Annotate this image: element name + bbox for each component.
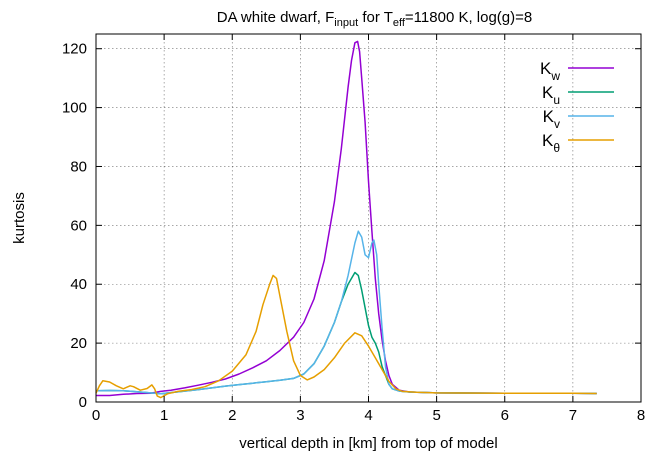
x-tick-label: 3 xyxy=(296,407,304,424)
x-tick-label: 5 xyxy=(432,407,440,424)
x-axis-label: vertical depth in [km] from top of model xyxy=(239,435,497,452)
series-line-0 xyxy=(96,40,597,397)
y-tick-label: 20 xyxy=(70,335,87,352)
series-lines xyxy=(95,40,597,399)
y-tick-label: 40 xyxy=(70,276,87,293)
legend-label: Kθ xyxy=(542,131,560,155)
chart-title: DA white dwarf, Finput for Teff=11800 K,… xyxy=(217,9,533,29)
legend-label: Kv xyxy=(543,107,560,131)
x-tick-label: 1 xyxy=(160,407,168,424)
x-tick-label: 0 xyxy=(92,407,100,424)
y-axis-label: kurtosis xyxy=(11,192,28,244)
y-tick-label: 0 xyxy=(79,394,87,411)
y-tick-label: 120 xyxy=(62,41,87,58)
legend-label: Ku xyxy=(542,83,560,107)
x-tick-label: 4 xyxy=(364,407,372,424)
legend-label: Kw xyxy=(540,59,560,83)
series-line-1 xyxy=(95,271,597,395)
x-tick-label: 7 xyxy=(569,407,577,424)
y-tick-label: 60 xyxy=(70,217,87,234)
y-tick-label: 100 xyxy=(62,100,87,117)
x-tick-label: 2 xyxy=(228,407,236,424)
series-line-2 xyxy=(95,230,597,395)
x-tick-label: 6 xyxy=(501,407,509,424)
y-tick-label: 80 xyxy=(70,158,87,175)
grid xyxy=(96,34,641,402)
x-tick-label: 8 xyxy=(637,407,645,424)
series-line-3 xyxy=(95,274,597,399)
